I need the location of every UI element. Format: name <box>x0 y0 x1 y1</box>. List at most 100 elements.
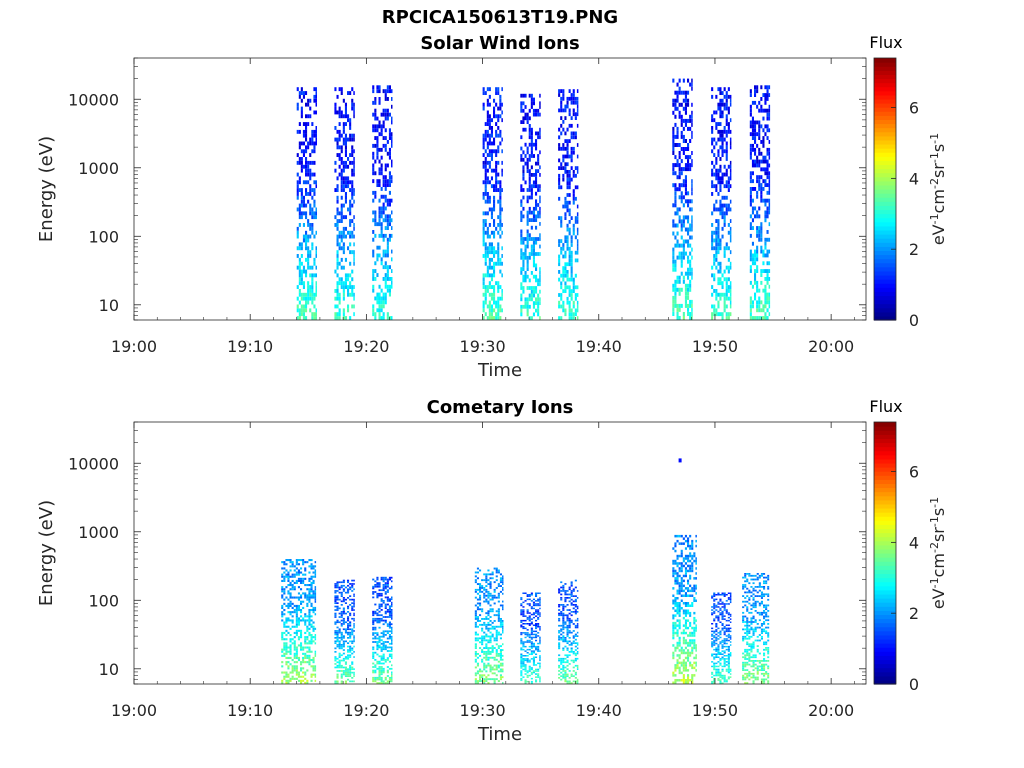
heatmap-cell <box>678 602 681 605</box>
heatmap-cell <box>289 619 292 622</box>
heatmap-cell <box>334 631 337 634</box>
heatmap-cell <box>495 172 498 177</box>
heatmap-cell <box>574 273 577 278</box>
heatmap-cell <box>347 176 350 181</box>
heatmap-cell <box>484 257 487 262</box>
heatmap-cell <box>676 275 679 280</box>
heatmap-cell <box>391 664 393 667</box>
heatmap-cell <box>526 670 529 672</box>
heatmap-cell <box>497 133 500 138</box>
heatmap-cell <box>307 289 310 293</box>
heatmap-cell <box>486 269 489 274</box>
heatmap-cell <box>386 659 389 661</box>
heatmap-cell <box>340 619 343 622</box>
heatmap-cell <box>485 633 488 636</box>
heatmap-cell <box>574 652 577 655</box>
heatmap-cell <box>711 126 714 130</box>
heatmap-cell <box>528 131 531 136</box>
heatmap-cell <box>501 308 503 313</box>
heatmap-cell <box>291 606 294 609</box>
heatmap-cell <box>481 608 484 611</box>
heatmap-cell <box>674 609 677 612</box>
heatmap-cell <box>687 287 690 292</box>
heatmap-cell <box>725 122 728 126</box>
heatmap-cell <box>717 168 720 173</box>
heatmap-cell <box>526 612 529 614</box>
heatmap-cell <box>522 613 525 616</box>
heatmap-cell <box>678 607 681 610</box>
heatmap-cell <box>283 644 286 647</box>
heatmap-cell <box>372 155 375 160</box>
heatmap-cell <box>522 165 525 170</box>
heatmap-cell <box>537 612 540 614</box>
heatmap-cell <box>479 604 482 607</box>
heatmap-cell <box>672 223 675 228</box>
heatmap-cell <box>520 679 523 681</box>
heatmap-cell <box>524 641 527 643</box>
heatmap-cell <box>490 184 493 189</box>
heatmap-cell <box>502 662 504 665</box>
heatmap-cell <box>336 635 339 637</box>
heatmap-cell <box>729 292 732 297</box>
heatmap-cell <box>374 585 377 588</box>
heatmap-cell <box>684 215 687 220</box>
heatmap-cell <box>691 307 693 312</box>
heatmap-cell <box>374 171 377 176</box>
heatmap-cell <box>376 585 379 588</box>
heatmap-cell <box>682 195 685 200</box>
heatmap-cell <box>574 633 577 636</box>
heatmap-cell <box>380 635 383 638</box>
heatmap-cell <box>388 292 391 297</box>
heatmap-cell <box>727 316 730 320</box>
heatmap-cell <box>711 265 714 270</box>
heatmap-cell <box>372 179 375 184</box>
heatmap-cell <box>756 104 759 109</box>
heatmap-cell <box>353 638 355 641</box>
heatmap-cell <box>723 254 726 258</box>
heatmap-cell <box>502 676 504 679</box>
heatmap-cell <box>388 680 391 683</box>
heatmap-cell <box>336 640 339 643</box>
heatmap-cell <box>376 147 379 152</box>
heatmap-cell <box>558 635 561 637</box>
heatmap-cell <box>376 646 379 649</box>
heatmap-cell <box>353 110 355 115</box>
heatmap-cell <box>576 651 579 653</box>
heatmap-cell <box>307 98 310 103</box>
heatmap-cell <box>749 112 752 117</box>
heatmap-cell <box>485 670 488 673</box>
heatmap-cell <box>520 677 523 680</box>
heatmap-cell <box>372 304 375 309</box>
heatmap-cell <box>502 587 504 589</box>
heatmap-cell <box>764 179 767 184</box>
heatmap-cell <box>530 647 533 649</box>
heatmap-cell <box>378 89 381 94</box>
heatmap-cell <box>570 682 573 684</box>
heatmap-cell <box>344 122 347 126</box>
heatmap-cell <box>502 658 504 661</box>
heatmap-cell <box>562 628 565 631</box>
heatmap-cell <box>502 583 504 585</box>
heatmap-cell <box>568 619 571 622</box>
heatmap-cell <box>308 588 311 591</box>
heatmap-cell <box>758 288 761 293</box>
heatmap-cell <box>672 295 675 300</box>
heatmap-cell <box>684 102 687 107</box>
heatmap-cell <box>307 254 310 258</box>
heatmap-cell <box>353 614 355 617</box>
heatmap-cell <box>532 214 535 219</box>
heatmap-cell <box>481 635 484 638</box>
heatmap-cell <box>684 94 687 99</box>
heatmap-cell <box>758 132 761 137</box>
heatmap-cell <box>687 215 690 220</box>
heatmap-cell <box>680 567 683 570</box>
heatmap-cell <box>295 573 298 576</box>
heatmap-cell <box>535 131 538 136</box>
heatmap-cell <box>483 631 486 634</box>
heatmap-cell <box>524 255 527 260</box>
heatmap-cell <box>382 578 385 581</box>
heatmap-cell <box>486 87 489 92</box>
heatmap-cell <box>711 192 714 196</box>
heatmap-cell <box>687 143 690 147</box>
heatmap-cell <box>391 598 393 601</box>
